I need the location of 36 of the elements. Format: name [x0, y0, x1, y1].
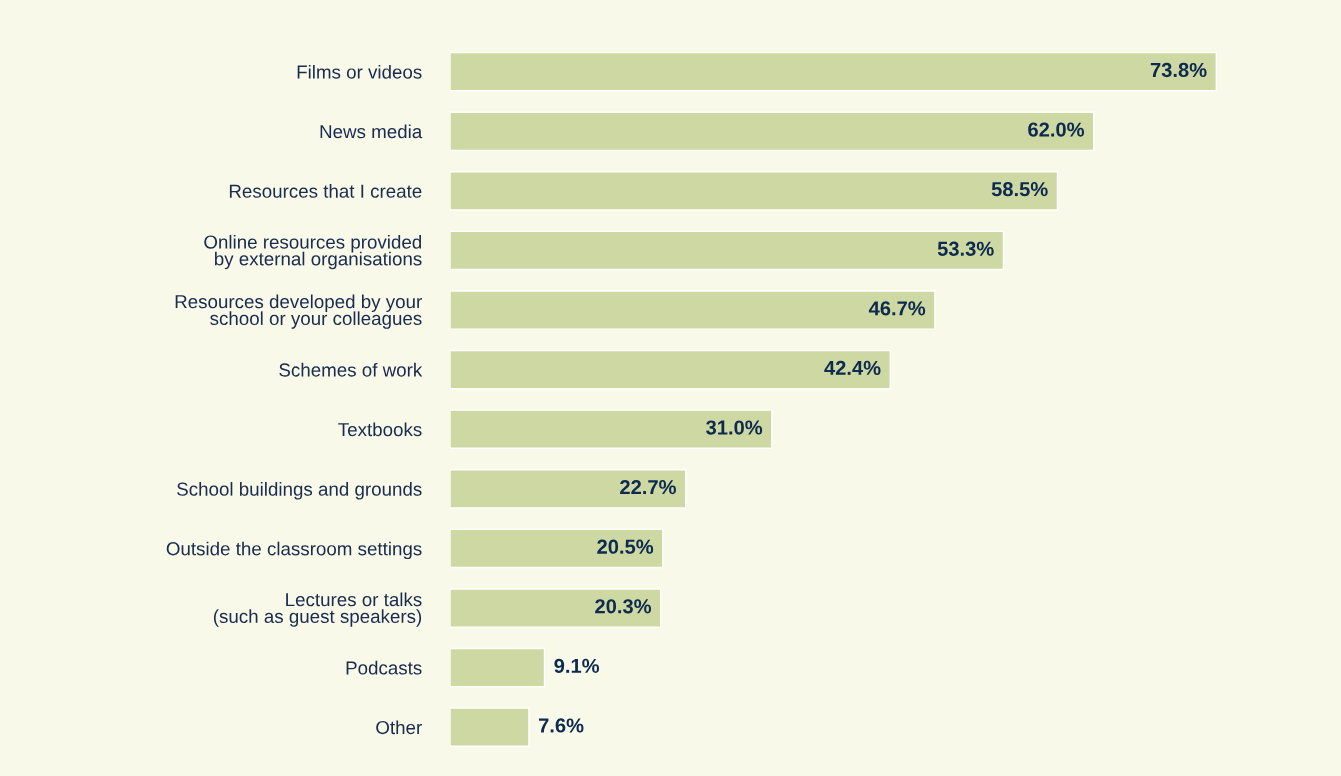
bar	[450, 349, 891, 390]
data-label: 62.0%	[1028, 122, 1085, 137]
y-tick-label: Online resources provided by external organisations	[204, 234, 422, 270]
bar	[450, 230, 1005, 271]
bar	[450, 111, 1095, 152]
bar	[450, 290, 936, 330]
data-label: 9.1%	[554, 658, 600, 674]
data-label: 7.6%	[538, 718, 584, 733]
y-tick-label: School buildings and grounds	[177, 482, 422, 500]
y-tick-label: Lectures or talks (such as guest speakers)	[213, 592, 422, 627]
y-tick-label: Textbooks	[338, 422, 422, 437]
bar	[450, 469, 687, 509]
data-label: 53.3%	[937, 241, 994, 256]
y-tick-label: Resources developed by your school or your colleagues	[175, 294, 422, 329]
data-label: 20.5%	[597, 539, 654, 554]
bar	[450, 171, 1059, 211]
data-label: 31.0%	[706, 420, 763, 435]
y-tick-label: Films or videos	[297, 64, 422, 79]
data-label: 58.5%	[991, 182, 1048, 197]
y-tick-label: News media	[320, 124, 423, 139]
data-label: 20.3%	[595, 599, 652, 614]
y-tick-label: Outside the classroom settings	[166, 541, 422, 560]
bar	[450, 528, 664, 569]
y-tick-label: Schemes of work	[279, 362, 423, 377]
bar	[450, 647, 546, 688]
data-label: 42.4%	[824, 360, 881, 376]
y-tick-label: Podcasts	[346, 660, 422, 675]
bar	[450, 588, 662, 628]
y-tick-label: Resources that I create	[229, 184, 422, 198]
bar	[450, 409, 773, 450]
y-tick-label: Other	[376, 720, 422, 735]
data-label: 73.8%	[1150, 62, 1207, 78]
bar	[450, 707, 530, 747]
data-label: 46.7%	[868, 301, 926, 316]
bar	[450, 51, 1217, 92]
data-label: 22.7%	[620, 479, 676, 495]
